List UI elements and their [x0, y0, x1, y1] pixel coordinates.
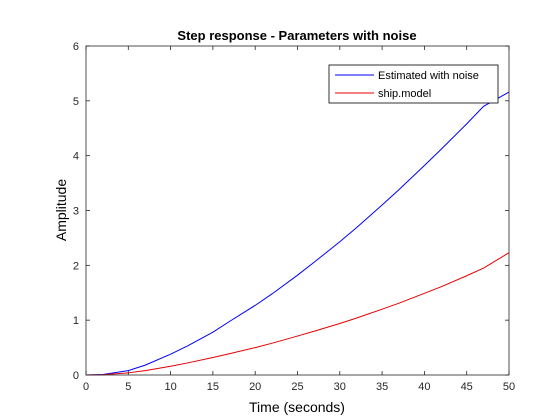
legend: Estimated with noise ship.model: [328, 64, 499, 104]
y-tick-label-0: 0: [73, 370, 79, 382]
y-tick-label-2: 2: [73, 260, 79, 272]
legend-label-ship-model: ship.model: [378, 88, 431, 100]
y-axis-label: Amplitude: [53, 179, 69, 241]
x-tick-label-5: 5: [125, 381, 131, 393]
x-tick-label-0: 0: [83, 381, 89, 393]
y-tick-label-3: 3: [73, 206, 79, 218]
legend-label-estimated: Estimated with noise: [378, 70, 479, 82]
x-tick-label-50: 50: [503, 381, 515, 393]
chart-title: Step response - Parameters with noise: [177, 28, 416, 43]
x-axis-label: Time (seconds): [249, 399, 345, 415]
x-tick-label-25: 25: [291, 381, 303, 393]
y-tick-label-5: 5: [73, 96, 79, 108]
x-tick-label-20: 20: [249, 381, 261, 393]
x-tick-label-35: 35: [376, 381, 388, 393]
series-line-1: [85, 252, 510, 376]
x-tick-label-40: 40: [418, 381, 430, 393]
x-tick-label-30: 30: [334, 381, 346, 393]
y-tick-label-4: 4: [73, 151, 79, 163]
y-tick-label-6: 6: [73, 41, 79, 53]
x-tick-label-45: 45: [461, 381, 473, 393]
series-line-0: [85, 91, 510, 376]
x-tick-label-10: 10: [164, 381, 176, 393]
y-tick-label-1: 1: [73, 315, 79, 327]
x-tick-label-15: 15: [207, 381, 219, 393]
legend-box: [328, 64, 499, 104]
series-layer: [85, 91, 510, 376]
